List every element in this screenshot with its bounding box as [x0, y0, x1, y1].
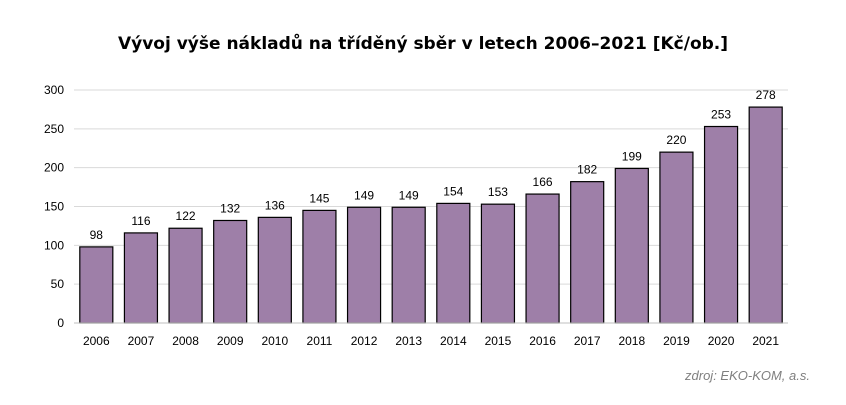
- x-tick-label-2012: 2012: [351, 334, 378, 348]
- x-tick-label-2017: 2017: [574, 334, 601, 348]
- bar-2019: [659, 151, 694, 324]
- x-tick-label-2008: 2008: [172, 334, 199, 348]
- y-tick-label: 200: [44, 161, 64, 175]
- x-tick-label-2011: 2011: [307, 334, 333, 348]
- data-label-2021: 278: [756, 88, 776, 102]
- bars: [79, 106, 783, 324]
- data-label-2013: 149: [399, 188, 419, 202]
- x-tick-label-2016: 2016: [529, 334, 556, 348]
- x-tick-label-2007: 2007: [128, 334, 155, 348]
- data-label-2019: 220: [666, 133, 686, 147]
- x-tick-label-2019: 2019: [663, 334, 690, 348]
- x-tick-label-2020: 2020: [708, 334, 735, 348]
- x-tick-label-2015: 2015: [485, 334, 512, 348]
- data-label-2010: 136: [265, 198, 285, 212]
- y-tick-label: 50: [51, 277, 65, 291]
- x-tick-label-2014: 2014: [440, 334, 467, 348]
- data-labels: 98 116 122 132 136 145 149 149 154 153 166 182 199 22…: [90, 88, 776, 242]
- bar-2006: [79, 246, 114, 324]
- bar-2009: [213, 219, 248, 324]
- x-tick-label-2018: 2018: [618, 334, 645, 348]
- x-tick-label-2010: 2010: [261, 334, 288, 348]
- data-label-2014: 154: [443, 184, 463, 198]
- bar-2010: [257, 216, 292, 324]
- data-label-2007: 116: [131, 214, 150, 228]
- data-label-2018: 199: [622, 149, 642, 163]
- bar-2016: [525, 193, 560, 324]
- data-label-2015: 153: [488, 185, 508, 199]
- data-label-2020: 253: [711, 108, 731, 122]
- x-tick-label-2009: 2009: [217, 334, 244, 348]
- y-tick-label: 0: [57, 316, 64, 330]
- bar-2015: [480, 203, 516, 324]
- bar-2012: [346, 206, 382, 324]
- y-tick-label: 300: [44, 83, 64, 97]
- bar-2020: [703, 125, 739, 324]
- data-label-2012: 149: [354, 188, 374, 202]
- x-tick-label-2021: 2021: [752, 334, 779, 348]
- y-tick-label: 150: [44, 200, 64, 214]
- bar-2007: [123, 232, 159, 324]
- x-tick-label-2006: 2006: [83, 334, 110, 348]
- bar-2011: [302, 209, 337, 324]
- bar-2008: [168, 227, 203, 324]
- y-tick-label: 250: [44, 122, 64, 136]
- y-axis-ticks: 0 50 100 150 200 250 300: [44, 83, 64, 330]
- chart-title: Vývoj výše nákladů na tříděný sběr v let…: [117, 34, 729, 54]
- data-label-2016: 166: [533, 175, 553, 189]
- x-tick-label-2013: 2013: [395, 334, 422, 348]
- y-tick-label: 100: [44, 238, 64, 252]
- data-label-2011: 145: [309, 191, 329, 205]
- bar-2013: [391, 206, 426, 324]
- bar-2017: [570, 181, 605, 324]
- data-label-2017: 182: [577, 163, 597, 177]
- x-axis-ticks: 2006 2007 2008 2009 2010 2011 2012 2013 2014 2015…: [83, 334, 779, 348]
- data-label-2009: 132: [220, 201, 240, 215]
- data-label-2008: 122: [176, 209, 196, 223]
- bar-2018: [614, 167, 649, 324]
- data-label-2006: 98: [90, 228, 104, 242]
- source-note: zdroj: EKO-KOM, a.s.: [685, 368, 810, 383]
- bar-2014: [436, 202, 471, 324]
- bar-2021: [748, 106, 783, 324]
